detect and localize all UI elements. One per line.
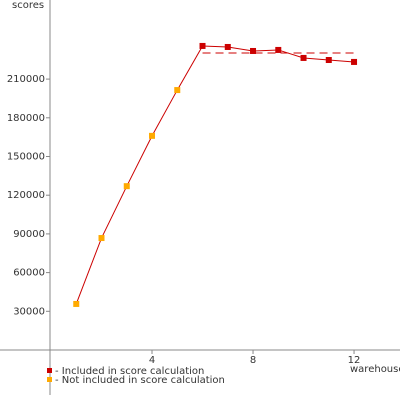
point xyxy=(123,183,130,190)
legend-swatch xyxy=(47,368,52,373)
point xyxy=(149,132,156,139)
point xyxy=(351,58,358,65)
legend-label: - Not included in score calculation xyxy=(55,375,225,386)
x-axis-label: warehouses xyxy=(350,364,400,375)
point xyxy=(250,47,257,54)
series-line xyxy=(75,89,178,305)
y-tick-label: 210000 xyxy=(7,74,45,85)
x-tick-label: 4 xyxy=(149,355,155,366)
point xyxy=(224,43,231,50)
legend-swatch xyxy=(47,377,52,382)
connector-line xyxy=(176,45,203,91)
y-tick-label: 30000 xyxy=(13,306,45,317)
point xyxy=(275,46,282,53)
y-axis-label: scores xyxy=(12,0,44,11)
point xyxy=(300,54,307,61)
x-tick-label: 12 xyxy=(348,355,361,366)
point xyxy=(73,300,80,307)
x-tick-label: 8 xyxy=(250,355,256,366)
legend-label: - Included in score calculation xyxy=(55,366,204,377)
point xyxy=(174,87,181,94)
point xyxy=(199,42,206,49)
y-tick-label: 90000 xyxy=(13,229,45,240)
y-tick-label: 180000 xyxy=(7,113,45,124)
point xyxy=(98,235,105,242)
y-tick-label: 60000 xyxy=(13,268,45,279)
point xyxy=(325,57,332,64)
y-tick-label: 150000 xyxy=(7,152,45,163)
y-tick-label: 120000 xyxy=(7,190,45,201)
